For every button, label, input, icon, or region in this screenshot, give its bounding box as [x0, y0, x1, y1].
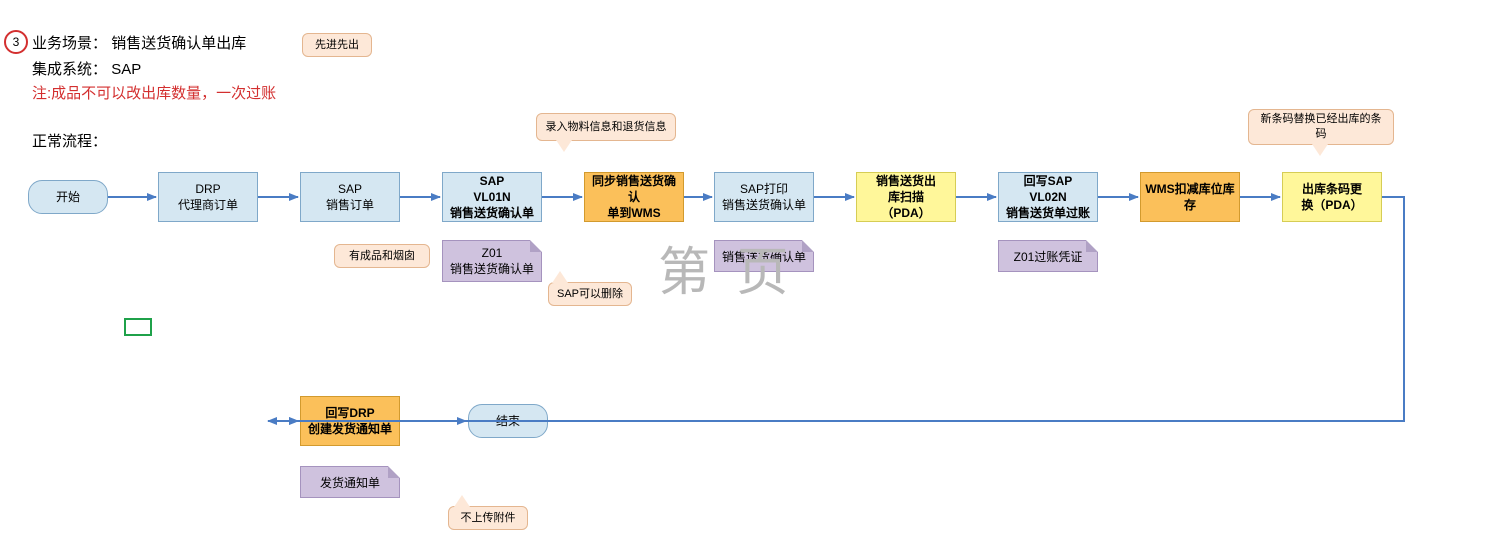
node-barcode-change: 出库条码更 换（PDA） [1282, 172, 1382, 222]
node-writeback-drp: 回写DRP 创建发货通知单 [300, 396, 400, 446]
callout-barcode-replace-tail [1312, 144, 1328, 156]
note-z01-voucher: Z01过账凭证 [998, 240, 1098, 272]
node-sap-print: SAP打印 销售送货确认单 [714, 172, 814, 222]
step-badge: 3 [4, 30, 28, 54]
node-drp-order: DRP 代理商订单 [158, 172, 258, 222]
node-wms-deduct: WMS扣减库位库 存 [1140, 172, 1240, 222]
node-sap-vl02n: 回写SAP VL02N 销售送货单过账 [998, 172, 1098, 222]
system-value: SAP [111, 61, 141, 78]
callout-has-product: 有成品和烟囱 [334, 244, 430, 268]
callout-barcode-replace: 新条码替换已经出库的条 码 [1248, 109, 1394, 145]
scene-value: 销售送货确认单出库 [111, 35, 246, 52]
system-line: 集成系统： SAP [32, 58, 141, 79]
callout-no-attach-tail [454, 495, 470, 507]
node-sync-wms: 同步销售送货确认 单到WMS [584, 172, 684, 222]
node-sap-order: SAP 销售订单 [300, 172, 400, 222]
flow-label: 正常流程： [32, 130, 107, 151]
callout-fifo: 先进先出 [302, 33, 372, 57]
system-label: 集成系统： [32, 61, 107, 78]
note-z01-confirm: Z01 销售送货确认单 [442, 240, 542, 282]
callout-no-attach: 不上传附件 [448, 506, 528, 530]
callout-material-entry-tail [556, 140, 572, 152]
scene-line: 业务场景： 销售送货确认单出库 [32, 32, 246, 53]
node-end: 结束 [468, 404, 548, 438]
red-note: 注:成品不可以改出库数量，一次过账 [32, 82, 276, 103]
green-rect-decor [124, 318, 152, 336]
callout-sap-delete: SAP可以删除 [548, 282, 632, 306]
callout-sap-delete-tail [552, 271, 568, 283]
node-scan-out: 销售送货出 库扫描 （PDA） [856, 172, 956, 222]
node-start: 开始 [28, 180, 108, 214]
note-ship-notice: 发货通知单 [300, 466, 400, 498]
node-sap-vl01n: SAP VL01N 销售送货确认单 [442, 172, 542, 222]
callout-material-entry: 录入物料信息和退货信息 [536, 113, 676, 141]
scene-label: 业务场景： [32, 35, 107, 52]
note-sales-confirm: 销售送货确认单 [714, 240, 814, 272]
